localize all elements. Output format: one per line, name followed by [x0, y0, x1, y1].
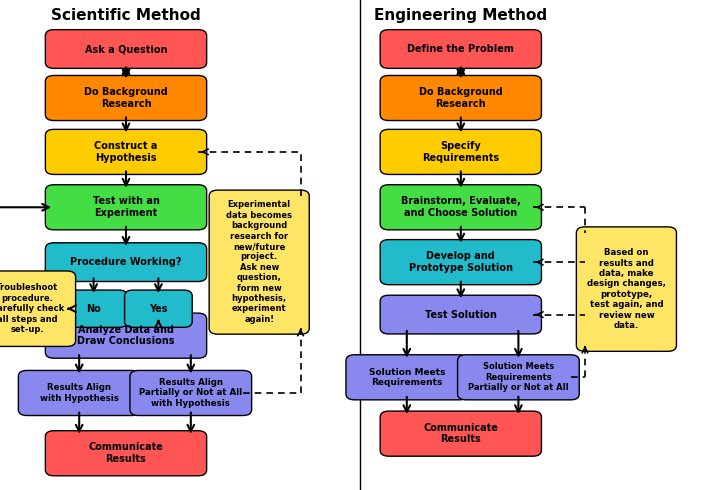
Text: Yes: Yes — [149, 304, 168, 314]
FancyBboxPatch shape — [380, 185, 541, 230]
FancyBboxPatch shape — [125, 290, 192, 327]
FancyBboxPatch shape — [130, 370, 252, 416]
Text: Solution Meets
Requirements: Solution Meets Requirements — [369, 368, 445, 387]
FancyBboxPatch shape — [45, 243, 207, 281]
Text: Troubleshoot
procedure.
Carefully check
all steps and
set-up.: Troubleshoot procedure. Carefully check … — [0, 283, 64, 334]
FancyBboxPatch shape — [380, 411, 541, 456]
FancyBboxPatch shape — [60, 290, 127, 327]
FancyBboxPatch shape — [209, 190, 310, 334]
FancyBboxPatch shape — [45, 313, 207, 358]
Text: Construct a
Hypothesis: Construct a Hypothesis — [94, 141, 158, 163]
Text: Engineering Method: Engineering Method — [374, 8, 547, 23]
Text: Experimental
data becomes
background
research for
new/future
project.
Ask new
qu: Experimental data becomes background res… — [226, 200, 292, 324]
Text: Do Background
Research: Do Background Research — [84, 87, 168, 109]
FancyBboxPatch shape — [0, 271, 76, 346]
FancyBboxPatch shape — [45, 129, 207, 174]
Text: Specify
Requirements: Specify Requirements — [422, 141, 500, 163]
FancyBboxPatch shape — [577, 227, 677, 351]
FancyBboxPatch shape — [45, 75, 207, 121]
FancyBboxPatch shape — [380, 75, 541, 121]
FancyBboxPatch shape — [45, 185, 207, 230]
Text: Ask a Question: Ask a Question — [85, 44, 167, 54]
Text: Brainstorm, Evaluate,
and Choose Solution: Brainstorm, Evaluate, and Choose Solutio… — [401, 196, 521, 218]
Text: Test with an
Experiment: Test with an Experiment — [93, 196, 159, 218]
FancyBboxPatch shape — [380, 29, 541, 68]
Text: Analyze Data and
Draw Conclusions: Analyze Data and Draw Conclusions — [77, 325, 175, 346]
Text: No: No — [86, 304, 101, 314]
FancyBboxPatch shape — [380, 295, 541, 334]
Text: Results Align
Partially or Not at All
with Hypothesis: Results Align Partially or Not at All wi… — [139, 378, 243, 408]
FancyBboxPatch shape — [380, 129, 541, 174]
Text: Results Align
with Hypothesis: Results Align with Hypothesis — [40, 383, 119, 403]
FancyBboxPatch shape — [19, 370, 140, 416]
FancyBboxPatch shape — [346, 355, 468, 400]
Text: Communicate
Results: Communicate Results — [89, 442, 163, 464]
Text: Procedure Working?: Procedure Working? — [71, 257, 181, 267]
Text: Define the Problem: Define the Problem — [408, 44, 514, 54]
FancyBboxPatch shape — [380, 240, 541, 285]
Text: Test Solution: Test Solution — [425, 310, 497, 319]
Text: Communicate
Results: Communicate Results — [423, 423, 498, 444]
FancyBboxPatch shape — [458, 355, 579, 400]
FancyBboxPatch shape — [45, 29, 207, 68]
Text: Scientific Method: Scientific Method — [51, 8, 201, 23]
Text: Solution Meets
Requirements
Partially or Not at All: Solution Meets Requirements Partially or… — [468, 363, 569, 392]
Text: Develop and
Prototype Solution: Develop and Prototype Solution — [409, 251, 513, 273]
Text: Do Background
Research: Do Background Research — [419, 87, 503, 109]
Text: Based on
results and
data, make
design changes,
prototype,
test again, and
revie: Based on results and data, make design c… — [587, 248, 666, 330]
FancyBboxPatch shape — [45, 431, 207, 476]
